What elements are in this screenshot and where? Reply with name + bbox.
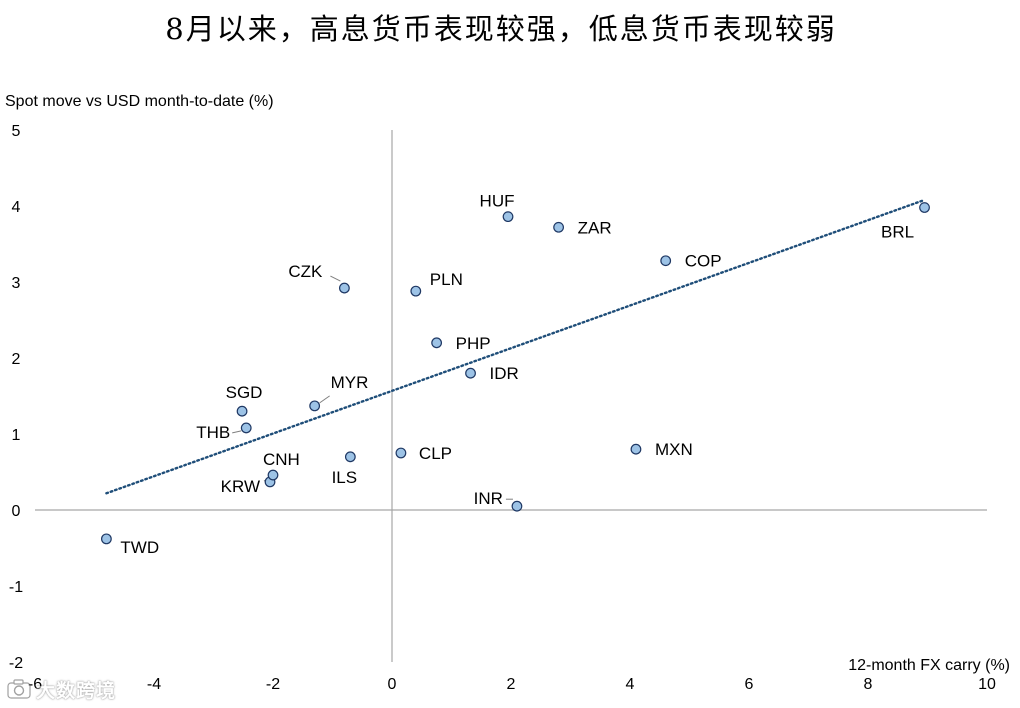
label-huf: HUF [480,192,515,211]
y-tick-label: 2 [12,351,21,368]
y-axis-title: Spot move vs USD month-to-date (%) [5,93,274,110]
label-mxn: MXN [655,440,693,459]
leader-line [330,275,341,282]
x-tick-label: 0 [388,676,397,693]
page-title: 8月以来，高息货币表现较强，低息货币表现较弱 [165,12,837,46]
label-pln: PLN [430,270,463,289]
label-czk: CZK [288,262,323,281]
y-tick-label: -1 [9,579,23,596]
label-clp: CLP [419,444,452,463]
point-zar [553,221,564,233]
label-myr: MYR [331,373,369,392]
label-twd: TWD [120,538,159,557]
x-tick-label: -6 [28,676,42,693]
y-tick-label: 5 [12,123,21,140]
y-tick-labels: 5 4 3 2 1 0 -1 -2 [9,123,23,672]
axes [35,130,987,662]
label-cop: COP [685,252,722,271]
y-tick-label: -2 [9,655,23,672]
point-brl [919,202,930,213]
label-sgd: SGD [226,383,263,402]
point-ils [344,451,356,463]
x-tick-label: 10 [978,676,996,693]
y-tick-label: 0 [12,503,21,520]
point-thb [240,422,252,434]
leader-line [319,395,330,404]
label-ils: ILS [332,468,358,487]
point-sgd [236,405,248,417]
x-tick-label: 8 [864,676,873,693]
label-cnh: CNH [263,450,300,469]
x-tick-label: 2 [507,676,516,693]
camera-logo-icon [7,679,31,699]
point-inr [511,500,523,512]
label-idr: IDR [490,364,519,383]
label-zar: ZAR [578,218,612,237]
x-tick-label: -4 [147,676,161,693]
y-tick-label: 1 [12,427,21,444]
point-idr [465,367,476,379]
leader-line [232,430,242,434]
x-tick-label: 6 [745,676,754,693]
label-thb: THB [196,423,230,442]
point-mxn [630,443,642,455]
point-php [431,337,443,349]
watermark: 大数跨境 [6,676,116,702]
point-myr [309,400,321,412]
x-tick-label: -2 [266,676,280,693]
label-php: PHP [456,334,491,353]
point-huf [502,211,514,223]
point-cop [660,255,672,267]
data-points [100,202,930,545]
y-tick-label: 3 [12,275,21,292]
point-czk [339,282,350,294]
point-cnh [267,469,279,481]
point-twd [100,533,112,545]
watermark-text: 大数跨境 [36,679,117,702]
x-axis-title: 12-month FX carry (%) [848,657,1010,674]
x-tick-labels: -6 -4 -2 0 2 4 6 8 10 [28,676,996,693]
point-pln [410,285,422,297]
label-leader-lines [232,275,513,500]
label-inr: INR [474,489,503,508]
trendline-path [105,198,926,495]
point-clp [395,447,407,459]
label-krw: KRW [221,477,260,496]
x-tick-label: 4 [626,676,635,693]
trendline [105,198,926,495]
label-brl: BRL [881,223,914,242]
y-tick-label: 4 [12,199,21,216]
